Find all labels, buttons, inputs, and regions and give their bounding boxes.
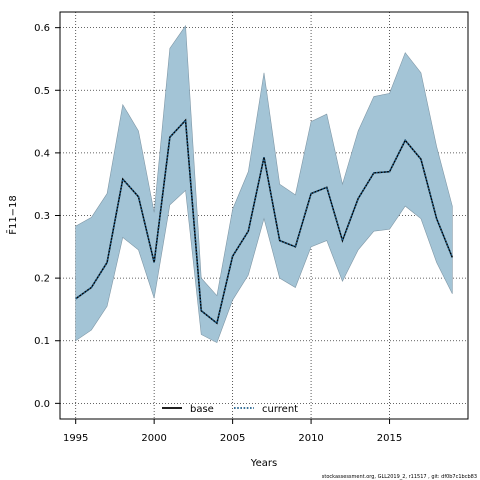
confidence-band [75,24,453,344]
y-tick-label: 0.3 [34,211,50,222]
x-tick-label: 2015 [377,433,402,444]
y-tick-label: 0.4 [34,148,50,159]
x-tick-label: 2005 [220,433,245,444]
x-tick-label: 2010 [298,433,323,444]
x-tick-label: 2000 [141,433,166,444]
x-axis-title: Years [250,458,277,469]
y-tick-label: 0.5 [34,86,50,97]
legend-label-current: current [262,404,298,415]
legend-label-base: base [190,404,214,415]
y-axis-title: F̄11−18 [6,195,19,235]
y-tick-label: 0.6 [34,23,50,34]
y-tick-label: 0.0 [34,399,50,410]
footer-text: stockassessment.org, GLL2019_2, r11517 ,… [322,474,477,480]
y-axis: 0.0 0.1 0.2 0.3 0.4 0.5 0.6 [34,23,60,410]
legend: base current [162,404,298,415]
x-axis: 1995 2000 2005 2010 2015 [63,419,402,444]
y-tick-label: 0.2 [34,274,50,285]
x-tick-label: 1995 [63,433,88,444]
series-line-current [75,118,454,325]
y-tick-label: 0.1 [34,336,50,347]
